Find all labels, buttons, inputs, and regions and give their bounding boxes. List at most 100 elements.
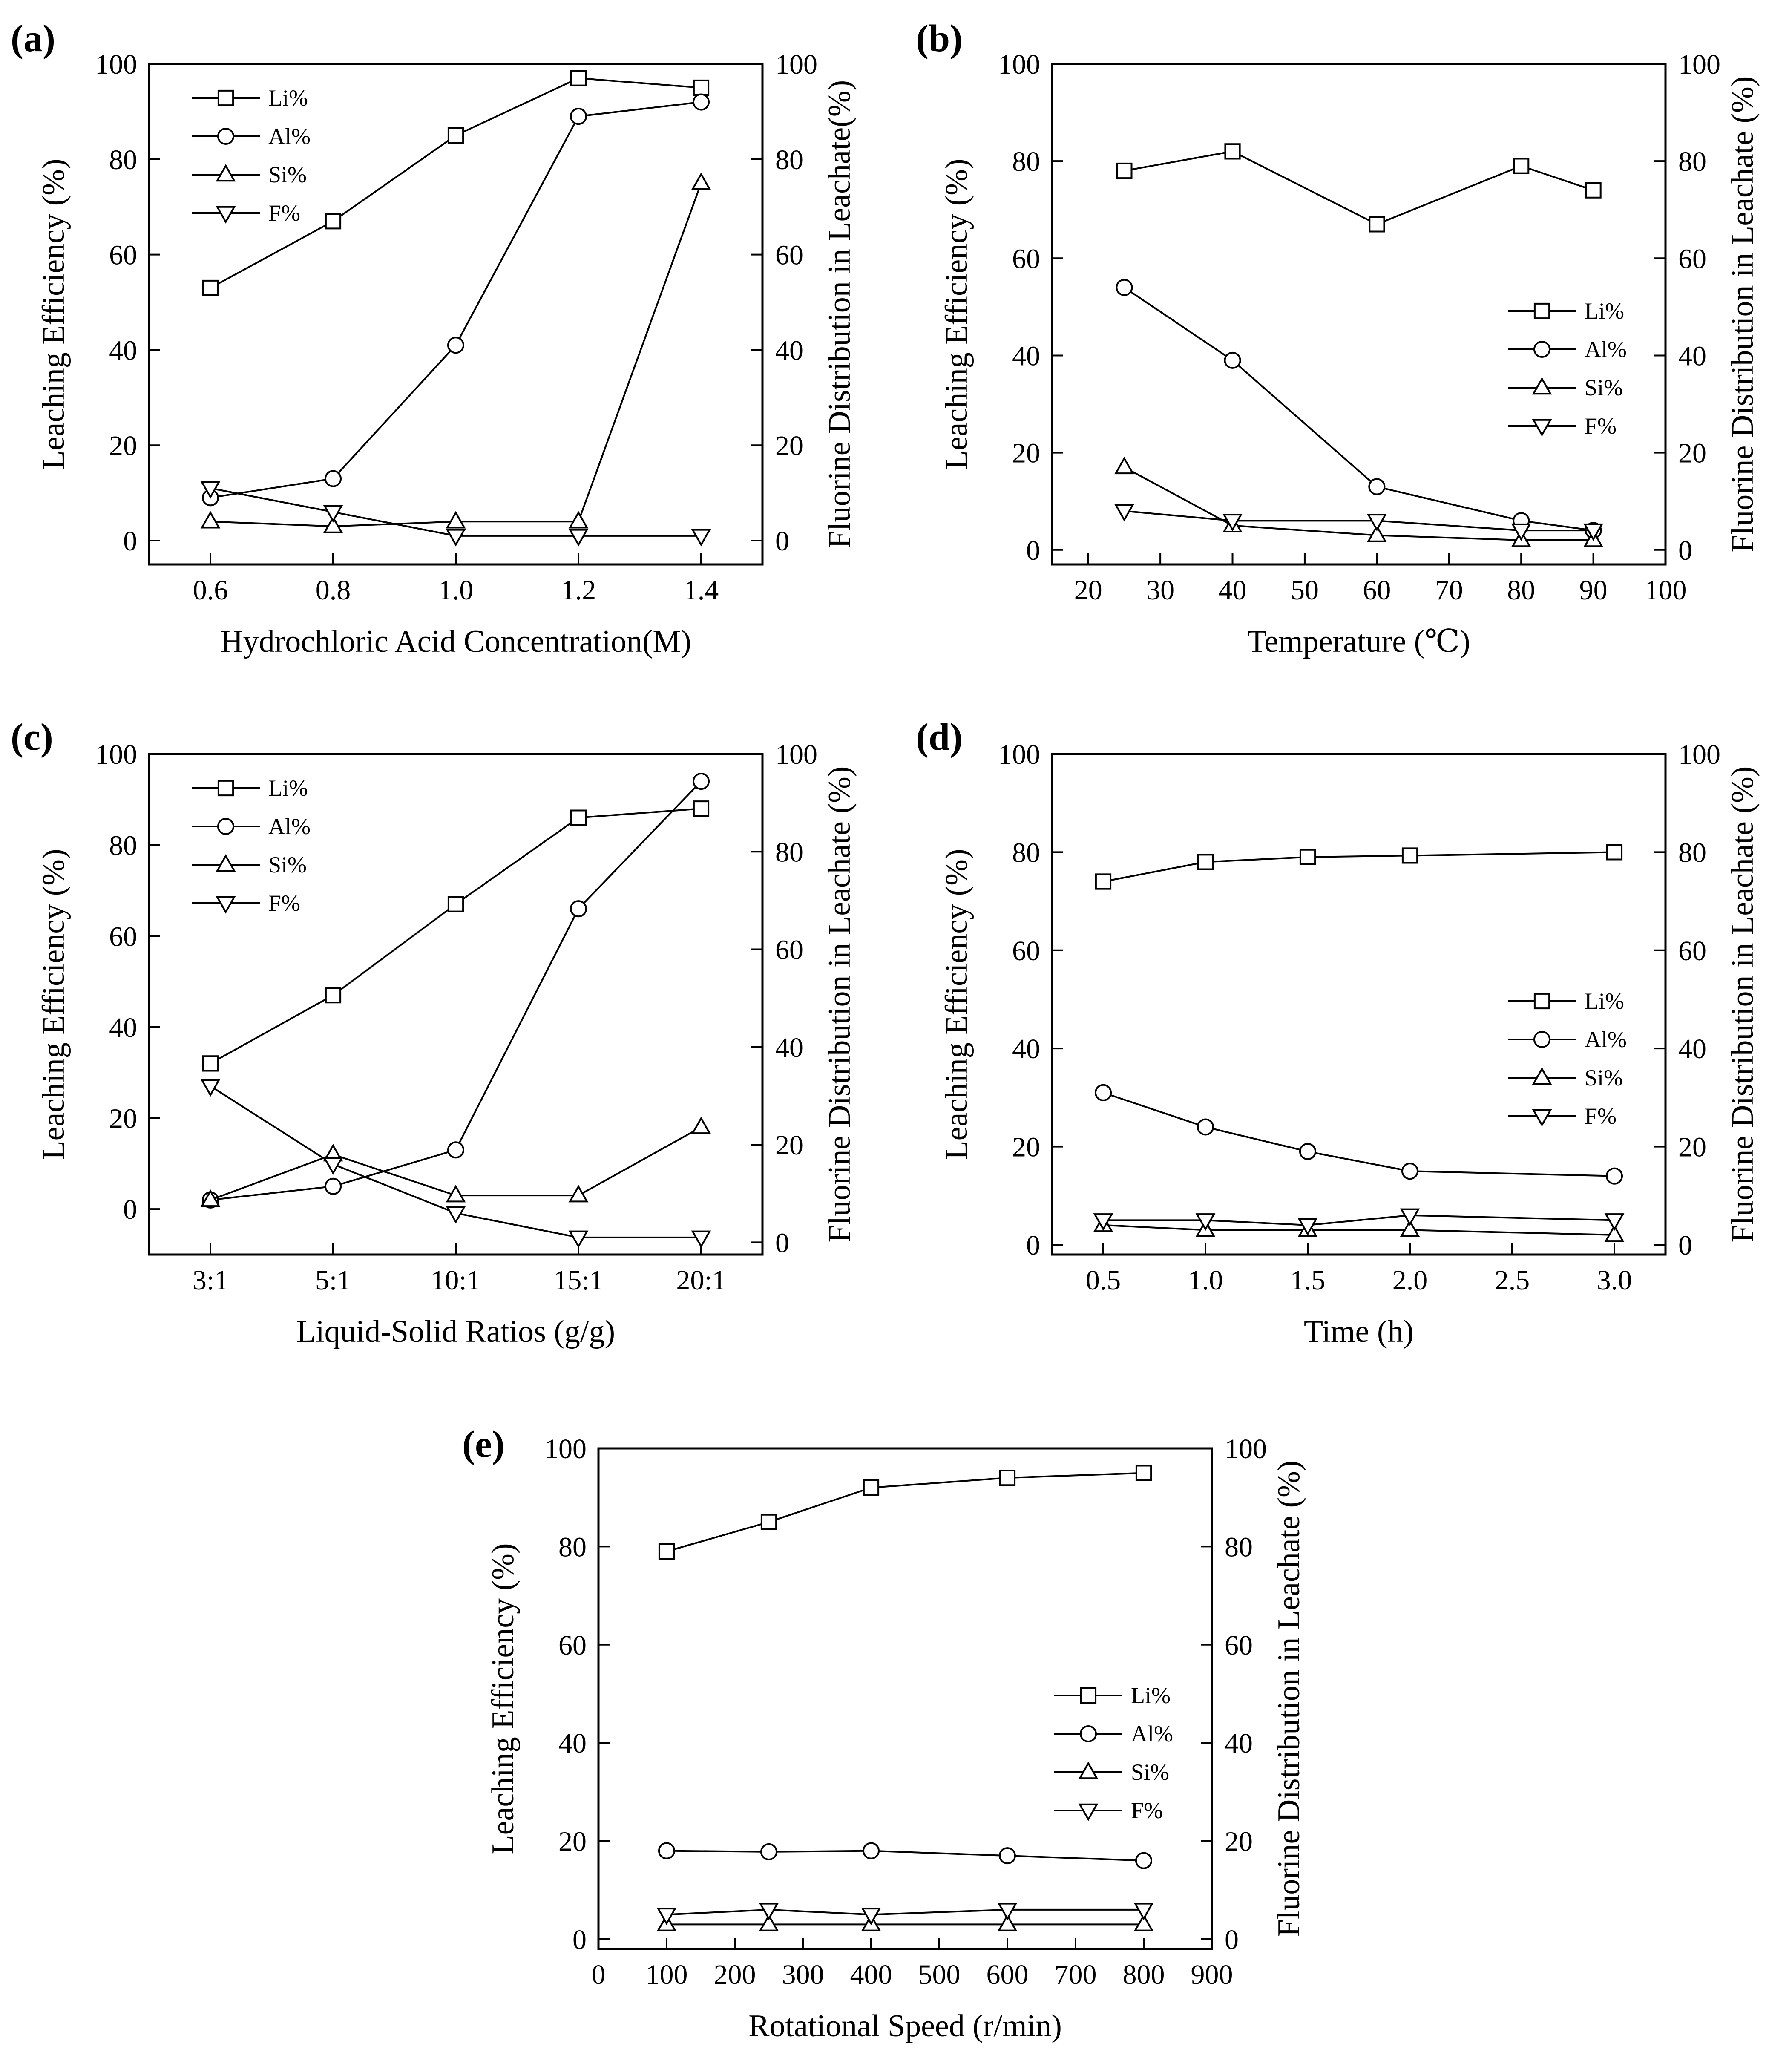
series-f bbox=[200, 481, 711, 547]
data-point bbox=[1606, 844, 1623, 861]
x-tick-label: 0.6 bbox=[193, 575, 228, 606]
legend: Li% Al% Si% F% bbox=[1054, 1683, 1173, 1823]
panel-label: (c) bbox=[11, 716, 53, 758]
chart-panel-a: 0.6 0.8 1.0 1.2 1.4 0 20 40 60 80 100 0 20 40 60 80 100 H… bbox=[11, 17, 857, 659]
y-tick-label: 40 bbox=[109, 335, 137, 366]
x-tick-label: 3.0 bbox=[1597, 1265, 1632, 1296]
y2-tick-label: 20 bbox=[775, 1130, 803, 1161]
x-tick-label: 200 bbox=[714, 1959, 756, 1990]
series-li bbox=[202, 800, 710, 1072]
legend-item: F% bbox=[1054, 1798, 1163, 1823]
legend-label: Li% bbox=[1585, 988, 1624, 1014]
y-tick-label: 80 bbox=[109, 144, 137, 176]
x-tick-label: 0.5 bbox=[1086, 1265, 1121, 1296]
y2-tick-label: 80 bbox=[775, 144, 803, 176]
y2-tick-label: 80 bbox=[775, 837, 803, 868]
legend-item: Al% bbox=[1508, 337, 1627, 362]
data-point bbox=[861, 1908, 881, 1926]
legend-marker bbox=[1533, 340, 1551, 358]
legend-marker bbox=[1532, 1109, 1552, 1127]
x-axis-title: Hydrochloric Acid Concentration(M) bbox=[220, 624, 691, 659]
data-point bbox=[759, 1914, 779, 1931]
data-point bbox=[570, 108, 587, 125]
data-point bbox=[691, 172, 711, 190]
legend-item: Li% bbox=[192, 85, 308, 111]
x-tick-label: 2.5 bbox=[1495, 1265, 1530, 1296]
x-tick-label: 900 bbox=[1191, 1959, 1233, 1990]
y2-axis-title: Fluorine Distribution in Leachate (%) bbox=[1725, 76, 1760, 553]
plot-frame bbox=[597, 1447, 1213, 1950]
series-f bbox=[1093, 1208, 1625, 1236]
legend-item: F% bbox=[1508, 413, 1617, 439]
y-tick-label: 80 bbox=[109, 830, 137, 861]
plot-frame bbox=[148, 753, 764, 1256]
legend-item: Si% bbox=[192, 162, 307, 187]
x-tick-label: 70 bbox=[1435, 575, 1463, 606]
legend-label: Si% bbox=[1585, 1065, 1623, 1091]
y-tick-label: 20 bbox=[109, 430, 137, 461]
series-line bbox=[1103, 1214, 1615, 1226]
x-tick-label: 90 bbox=[1579, 575, 1608, 606]
panel-label: (a) bbox=[11, 17, 55, 60]
data-point bbox=[656, 1908, 677, 1926]
data-point bbox=[693, 79, 710, 96]
x-tick-label: 60 bbox=[1363, 575, 1391, 606]
data-point bbox=[325, 213, 342, 230]
x-axis-title: Liquid-Solid Ratios (g/g) bbox=[296, 1314, 615, 1349]
data-point bbox=[324, 470, 342, 487]
data-point bbox=[1133, 1914, 1154, 1931]
y2-tick-label: 0 bbox=[1225, 1924, 1239, 1955]
data-point bbox=[862, 1842, 880, 1859]
data-point bbox=[324, 1177, 342, 1195]
y-tick-label: 60 bbox=[109, 921, 137, 952]
series-f bbox=[656, 1903, 1154, 1926]
data-point bbox=[200, 511, 221, 529]
data-point bbox=[1368, 478, 1386, 495]
data-point bbox=[200, 481, 221, 499]
legend-marker bbox=[216, 854, 236, 872]
legend-marker bbox=[217, 127, 235, 145]
x-tick-label: 3:1 bbox=[193, 1265, 228, 1296]
x-tick-label: 100 bbox=[1645, 575, 1687, 606]
series-al bbox=[1094, 1084, 1623, 1185]
y-tick-label: 20 bbox=[1012, 438, 1040, 469]
series-line bbox=[666, 1472, 1144, 1552]
y-tick-label: 80 bbox=[1012, 837, 1040, 868]
y2-axis-title: Fluorine Distribution in Leachate(%) bbox=[822, 80, 857, 548]
legend-label: F% bbox=[268, 200, 300, 226]
y-tick-label: 0 bbox=[123, 1194, 137, 1225]
legend-marker bbox=[1079, 1725, 1097, 1743]
data-point bbox=[998, 1847, 1016, 1865]
data-point bbox=[1511, 523, 1531, 541]
legend-marker bbox=[1533, 993, 1550, 1010]
data-point bbox=[446, 1206, 466, 1224]
series-li bbox=[202, 70, 710, 296]
series-li bbox=[1095, 844, 1623, 890]
legend-item: Al% bbox=[192, 124, 311, 149]
data-point bbox=[323, 515, 343, 533]
legend-label: F% bbox=[1585, 413, 1617, 439]
data-point bbox=[570, 809, 587, 826]
series-si bbox=[656, 1914, 1154, 1931]
panel-label: (d) bbox=[916, 716, 963, 758]
y2-tick-label: 100 bbox=[1225, 1433, 1267, 1465]
data-point bbox=[691, 1230, 711, 1248]
legend-label: Li% bbox=[1585, 298, 1624, 324]
data-point bbox=[568, 1185, 589, 1203]
legend-label: F% bbox=[268, 890, 300, 916]
legend-marker bbox=[1080, 1687, 1097, 1704]
series-line bbox=[666, 1908, 1144, 1916]
x-tick-label: 2.0 bbox=[1392, 1265, 1428, 1296]
x-tick-label: 1.2 bbox=[561, 575, 596, 606]
data-point bbox=[1095, 873, 1112, 890]
series-si bbox=[200, 172, 711, 533]
data-point bbox=[447, 337, 465, 354]
y-tick-label: 60 bbox=[558, 1630, 587, 1661]
plot-frame bbox=[1051, 753, 1667, 1256]
x-tick-label: 40 bbox=[1219, 575, 1247, 606]
data-point bbox=[1604, 1224, 1625, 1242]
x-tick-label: 1.0 bbox=[438, 575, 474, 606]
legend-label: Si% bbox=[1131, 1759, 1169, 1785]
x-tick-label: 800 bbox=[1123, 1959, 1165, 1990]
x-tick-label: 80 bbox=[1507, 575, 1535, 606]
